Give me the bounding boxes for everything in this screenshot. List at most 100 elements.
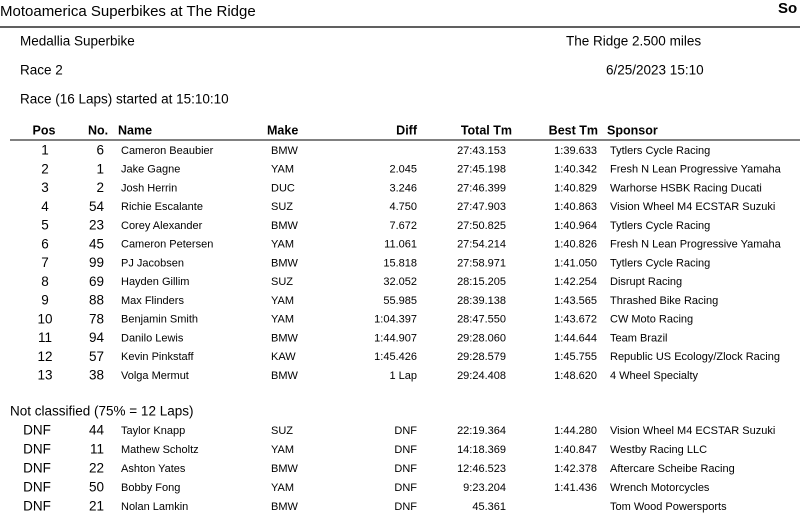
rider-name: Corey Alexander: [121, 220, 203, 232]
pos: 5: [41, 218, 49, 233]
diff: DNF: [394, 463, 417, 475]
pos: 13: [37, 368, 52, 383]
column-header: No.: [88, 123, 108, 137]
best-time: 1:41.436: [554, 482, 597, 494]
best-time: 1:42.254: [554, 276, 597, 288]
make: BMW: [271, 370, 299, 382]
pos: DNF: [23, 442, 51, 457]
sponsor: Tytlers Cycle Racing: [610, 145, 710, 157]
total-time: 22:19.364: [457, 425, 506, 437]
number: 54: [89, 199, 105, 214]
sponsor: Warhorse HSBK Racing Ducati: [610, 182, 762, 194]
pos: DNF: [23, 461, 51, 476]
diff: DNF: [394, 425, 417, 437]
make: BMW: [271, 145, 299, 157]
make: BMW: [271, 463, 299, 475]
make: BMW: [271, 332, 299, 344]
total-time: 27:50.825: [457, 220, 506, 232]
make: KAW: [271, 351, 296, 363]
number: 99: [89, 255, 104, 270]
pos: 11: [38, 330, 52, 345]
number: 45: [89, 236, 104, 251]
diff: 1:04.397: [374, 314, 417, 326]
race-date: 6/25/2023 15:10: [606, 63, 704, 78]
sponsor: Wrench Motorcycles: [610, 482, 710, 494]
rider-name: Volga Mermut: [121, 370, 189, 382]
best-time: 1:45.755: [554, 351, 597, 363]
sponsor: Disrupt Racing: [610, 276, 682, 288]
best-time: 1:40.829: [554, 182, 597, 194]
column-header: Best Tm: [549, 123, 598, 137]
pos: 7: [41, 255, 49, 270]
best-time: 1:40.342: [554, 164, 597, 176]
total-time: 28:39.138: [457, 295, 506, 307]
best-time: 1:43.565: [554, 295, 597, 307]
total-time: 29:28.060: [457, 332, 506, 344]
rider-name: Mathew Scholtz: [121, 444, 199, 456]
diff: 2.045: [389, 164, 417, 176]
number: 44: [89, 423, 105, 438]
make: DUC: [271, 182, 295, 194]
best-time: 1:40.826: [554, 239, 597, 251]
race-name: Race 2: [20, 63, 63, 78]
sponsor: Thrashed Bike Racing: [610, 295, 718, 307]
pos: DNF: [23, 480, 51, 495]
number: 2: [96, 180, 104, 195]
rider-name: Richie Escalante: [121, 201, 203, 213]
best-time: 1:40.847: [554, 444, 597, 456]
rider-name: Nolan Lamkin: [121, 501, 188, 513]
column-header: Sponsor: [607, 123, 658, 137]
rider-name: Hayden Gillim: [121, 276, 189, 288]
total-time: 27:46.399: [457, 182, 506, 194]
pos: 6: [41, 236, 49, 251]
pos: 1: [41, 143, 49, 158]
sponsor: Westby Racing LLC: [610, 444, 707, 456]
pos: DNF: [23, 499, 51, 514]
diff: 32.052: [383, 276, 417, 288]
column-header: Diff: [396, 123, 418, 137]
total-time: 29:24.408: [457, 370, 506, 382]
make: SUZ: [271, 201, 293, 213]
total-time: 29:28.579: [457, 351, 506, 363]
column-header: Make: [267, 123, 298, 137]
rider-name: Cameron Petersen: [121, 239, 213, 251]
make: YAM: [271, 239, 294, 251]
make: BMW: [271, 257, 299, 269]
sponsor: Republic US Ecology/Zlock Racing: [610, 351, 780, 363]
best-time: 1:43.672: [554, 314, 597, 326]
diff: DNF: [394, 482, 417, 494]
number: 78: [89, 311, 104, 326]
make: YAM: [271, 482, 294, 494]
class-name: Medallia Superbike: [20, 34, 135, 49]
diff: 1:45.426: [374, 351, 417, 363]
make: SUZ: [271, 425, 293, 437]
column-header: Total Tm: [461, 123, 512, 137]
number: 22: [89, 461, 104, 476]
not-classified-label: Not classified (75% = 12 Laps): [10, 404, 193, 419]
number: 88: [89, 293, 104, 308]
sponsor: 4 Wheel Specialty: [610, 370, 699, 382]
sponsor: Vision Wheel M4 ECSTAR Suzuki: [610, 425, 775, 437]
diff: 4.750: [389, 201, 417, 213]
total-time: 27:43.153: [457, 145, 506, 157]
pos: 12: [37, 349, 52, 364]
rider-name: Danilo Lewis: [121, 332, 184, 344]
rider-name: Bobby Fong: [121, 482, 180, 494]
results-table: Pos No. Name Make Diff Total Tm Best Tm Sponsor…: [23, 123, 782, 513]
diff: DNF: [394, 501, 417, 513]
rider-name: Jake Gagne: [121, 164, 180, 176]
make: YAM: [271, 295, 294, 307]
best-time: 1:40.964: [554, 220, 597, 232]
total-time: 14:18.369: [457, 444, 506, 456]
number: 38: [89, 368, 104, 383]
total-time: 28:47.550: [457, 314, 506, 326]
column-header: Pos: [33, 123, 56, 137]
total-time: 27:45.198: [457, 164, 506, 176]
pos: 9: [41, 293, 49, 308]
number: 1: [96, 161, 104, 176]
make: SUZ: [271, 276, 293, 288]
diff: 15.818: [383, 257, 417, 269]
make: YAM: [271, 164, 294, 176]
rider-name: PJ Jacobsen: [121, 257, 184, 269]
best-time: 1:44.280: [554, 425, 597, 437]
